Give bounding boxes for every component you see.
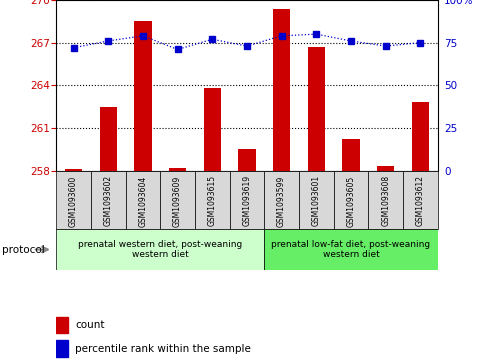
FancyBboxPatch shape	[367, 171, 402, 229]
FancyBboxPatch shape	[333, 171, 367, 229]
Bar	[307, 47, 325, 171]
Text: protocol: protocol	[2, 245, 45, 254]
Bar	[238, 149, 255, 171]
FancyBboxPatch shape	[402, 171, 437, 229]
Bar	[264, 229, 437, 270]
Bar	[56, 340, 67, 357]
Bar	[56, 229, 264, 270]
Text: GSM1093601: GSM1093601	[311, 175, 320, 227]
Bar	[342, 139, 359, 171]
Text: GSM1093612: GSM1093612	[415, 175, 424, 226]
Text: GSM1093600: GSM1093600	[69, 175, 78, 227]
Bar	[272, 9, 290, 171]
Text: GSM1093602: GSM1093602	[103, 175, 113, 227]
Bar	[134, 21, 151, 171]
Bar	[56, 317, 67, 333]
FancyBboxPatch shape	[91, 171, 125, 229]
Text: GSM1093605: GSM1093605	[346, 175, 355, 227]
Text: GSM1093615: GSM1093615	[207, 175, 216, 227]
Text: count: count	[75, 321, 104, 330]
Text: GSM1093609: GSM1093609	[173, 175, 182, 227]
FancyBboxPatch shape	[160, 171, 195, 229]
Text: GSM1093619: GSM1093619	[242, 175, 251, 227]
FancyBboxPatch shape	[56, 171, 91, 229]
Text: GSM1093604: GSM1093604	[138, 175, 147, 227]
Bar	[376, 166, 393, 171]
Text: percentile rank within the sample: percentile rank within the sample	[75, 344, 251, 354]
FancyBboxPatch shape	[229, 171, 264, 229]
Bar	[411, 102, 428, 171]
Bar	[168, 168, 186, 171]
Bar	[203, 88, 221, 171]
Bar	[65, 169, 82, 171]
FancyBboxPatch shape	[125, 171, 160, 229]
Text: GSM1093608: GSM1093608	[380, 175, 389, 227]
FancyBboxPatch shape	[195, 171, 229, 229]
Text: prenatal western diet, post-weaning
western diet: prenatal western diet, post-weaning west…	[78, 240, 242, 259]
FancyBboxPatch shape	[298, 171, 333, 229]
Bar	[100, 107, 117, 171]
FancyBboxPatch shape	[264, 171, 298, 229]
Text: prenatal low-fat diet, post-weaning
western diet: prenatal low-fat diet, post-weaning west…	[271, 240, 429, 259]
Text: GSM1093599: GSM1093599	[277, 175, 285, 227]
